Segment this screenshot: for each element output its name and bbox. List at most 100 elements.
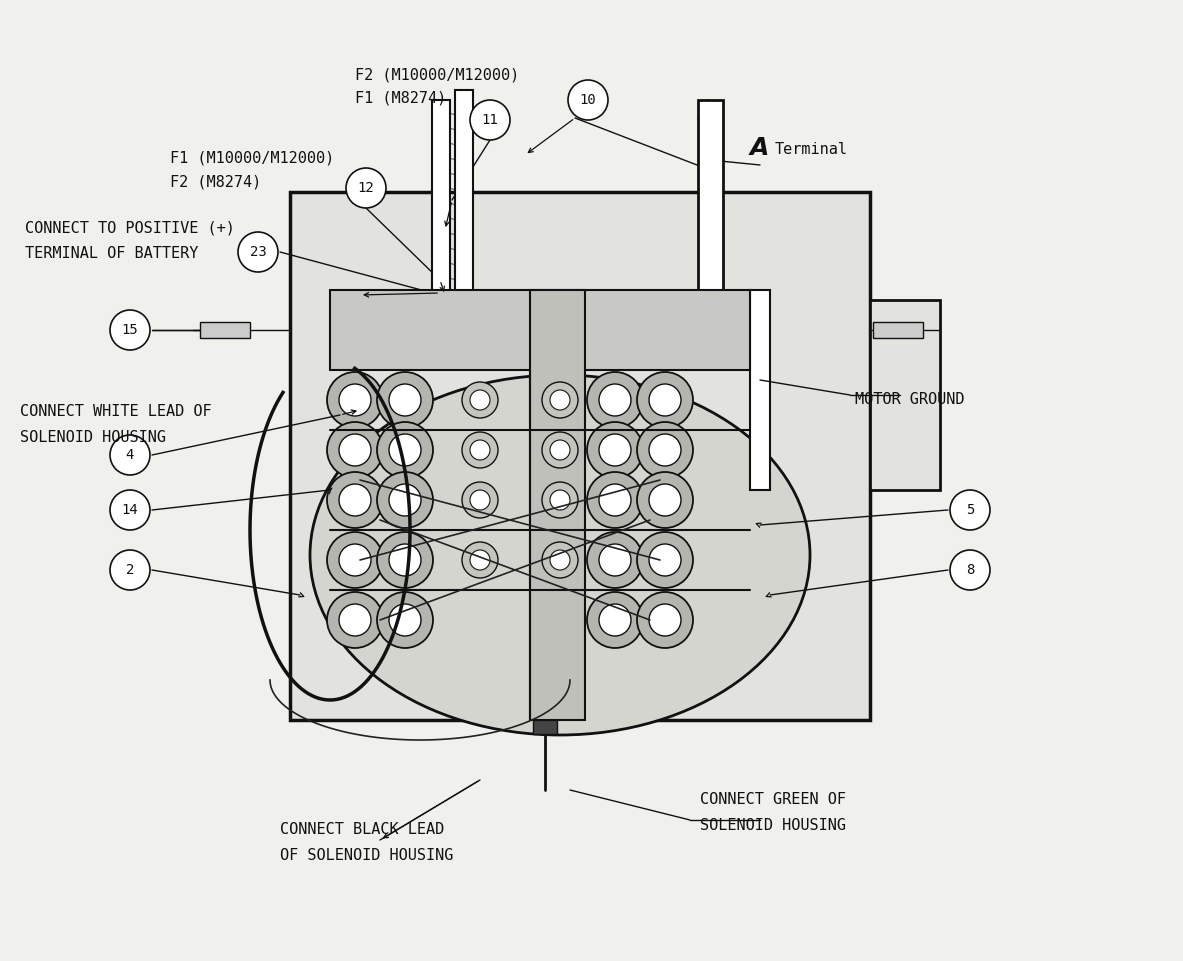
Circle shape	[599, 434, 631, 466]
Circle shape	[463, 382, 498, 418]
Text: 8: 8	[965, 563, 974, 577]
Circle shape	[463, 432, 498, 468]
Circle shape	[238, 232, 278, 272]
Circle shape	[636, 422, 693, 478]
Bar	[698, 100, 723, 320]
Circle shape	[389, 604, 421, 636]
Circle shape	[550, 390, 570, 410]
Circle shape	[550, 490, 570, 510]
Text: OF SOLENOID HOUSING: OF SOLENOID HOUSING	[280, 848, 453, 863]
Text: 4: 4	[125, 448, 134, 462]
Circle shape	[950, 550, 990, 590]
Text: 11: 11	[481, 113, 498, 127]
Text: F2 (M8274): F2 (M8274)	[170, 175, 261, 189]
Circle shape	[389, 484, 421, 516]
Circle shape	[327, 372, 383, 428]
Circle shape	[587, 472, 644, 528]
Circle shape	[542, 482, 578, 518]
Circle shape	[377, 422, 433, 478]
Circle shape	[599, 384, 631, 416]
Circle shape	[110, 310, 150, 350]
Circle shape	[377, 472, 433, 528]
Circle shape	[327, 592, 383, 648]
Circle shape	[327, 472, 383, 528]
Circle shape	[587, 532, 644, 588]
Circle shape	[340, 434, 371, 466]
Circle shape	[649, 384, 681, 416]
Text: 15: 15	[122, 323, 138, 337]
Circle shape	[649, 544, 681, 576]
Circle shape	[389, 544, 421, 576]
Circle shape	[377, 592, 433, 648]
Bar	[750, 290, 770, 490]
Text: CONNECT BLACK LEAD: CONNECT BLACK LEAD	[280, 823, 445, 837]
Circle shape	[470, 440, 490, 460]
Circle shape	[327, 422, 383, 478]
Circle shape	[110, 490, 150, 530]
Ellipse shape	[310, 375, 810, 735]
Circle shape	[340, 484, 371, 516]
Bar	[530, 290, 586, 720]
Circle shape	[470, 550, 490, 570]
Circle shape	[340, 384, 371, 416]
Circle shape	[345, 168, 386, 208]
Text: TERMINAL OF BATTERY: TERMINAL OF BATTERY	[25, 245, 199, 260]
Circle shape	[377, 372, 433, 428]
Circle shape	[327, 532, 383, 588]
Bar	[455, 90, 473, 300]
Circle shape	[542, 382, 578, 418]
Circle shape	[470, 490, 490, 510]
Circle shape	[649, 484, 681, 516]
Circle shape	[340, 604, 371, 636]
Text: F2 (M10000/M12000): F2 (M10000/M12000)	[355, 67, 519, 83]
Circle shape	[463, 482, 498, 518]
Circle shape	[587, 372, 644, 428]
Circle shape	[599, 484, 631, 516]
Circle shape	[950, 490, 990, 530]
Circle shape	[110, 550, 150, 590]
Circle shape	[587, 422, 644, 478]
Circle shape	[389, 384, 421, 416]
Circle shape	[542, 542, 578, 578]
Text: Terminal: Terminal	[775, 142, 848, 158]
Bar	[432, 100, 450, 300]
Bar	[534, 720, 557, 734]
Text: F1 (M10000/M12000): F1 (M10000/M12000)	[170, 151, 335, 165]
Circle shape	[463, 542, 498, 578]
Text: SOLENOID HOUSING: SOLENOID HOUSING	[700, 818, 846, 832]
Text: SOLENOID HOUSING: SOLENOID HOUSING	[20, 430, 166, 445]
Text: CONNECT GREEN OF: CONNECT GREEN OF	[700, 793, 846, 807]
Circle shape	[470, 390, 490, 410]
Bar	[330, 290, 750, 370]
Circle shape	[649, 604, 681, 636]
Bar	[200, 322, 250, 338]
Circle shape	[377, 532, 433, 588]
Text: CONNECT TO POSITIVE (+): CONNECT TO POSITIVE (+)	[25, 220, 235, 235]
Circle shape	[542, 432, 578, 468]
Circle shape	[649, 434, 681, 466]
Circle shape	[636, 472, 693, 528]
Circle shape	[599, 604, 631, 636]
Bar	[873, 322, 923, 338]
Circle shape	[470, 100, 510, 140]
Text: 2: 2	[125, 563, 134, 577]
Text: A: A	[750, 136, 769, 160]
Circle shape	[568, 80, 608, 120]
Circle shape	[636, 532, 693, 588]
Text: F1 (M8274): F1 (M8274)	[355, 90, 446, 106]
Circle shape	[389, 434, 421, 466]
Circle shape	[636, 372, 693, 428]
Text: 5: 5	[965, 503, 974, 517]
Text: 14: 14	[122, 503, 138, 517]
Circle shape	[636, 592, 693, 648]
Text: 10: 10	[580, 93, 596, 107]
Circle shape	[340, 544, 371, 576]
Text: CONNECT WHITE LEAD OF: CONNECT WHITE LEAD OF	[20, 405, 212, 420]
Circle shape	[110, 435, 150, 475]
Text: 12: 12	[357, 181, 374, 195]
Circle shape	[587, 592, 644, 648]
Circle shape	[550, 550, 570, 570]
Bar	[870, 300, 940, 490]
Text: 23: 23	[250, 245, 266, 259]
Text: MOTOR GROUND: MOTOR GROUND	[855, 392, 964, 407]
